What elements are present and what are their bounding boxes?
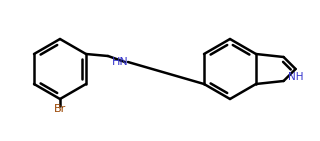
Text: HN: HN [112,57,128,67]
Text: NH: NH [288,72,303,82]
Text: Br: Br [54,104,66,114]
